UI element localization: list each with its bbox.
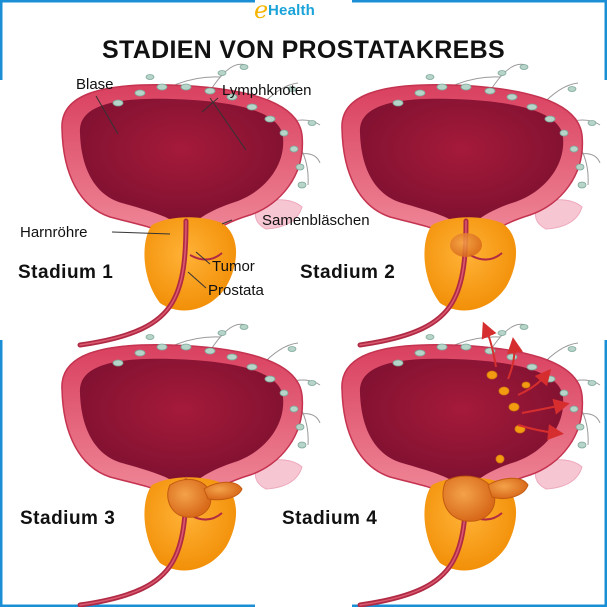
stage-2-tumor — [450, 233, 482, 257]
stage-2-illustration — [342, 64, 600, 345]
stage-4-tumor — [442, 475, 529, 522]
label-bladder: Blase — [76, 76, 114, 93]
label-urethra: Harnröhre — [20, 224, 88, 241]
stage-3-tumor — [167, 478, 243, 518]
logo-text: Health — [268, 2, 316, 19]
stage-4-label: Stadium 4 — [282, 508, 378, 529]
label-prostate: Prostata — [208, 282, 264, 299]
ehealth-logo: e Health — [254, 0, 316, 24]
logo-letter: e — [254, 0, 269, 24]
label-seminal-vesicle: Samenbläschen — [262, 212, 370, 229]
stage-1-illustration — [62, 64, 320, 345]
stage-3-label: Stadium 3 — [20, 508, 116, 529]
stage-4-illustration — [342, 321, 600, 605]
label-pointers — [95, 95, 247, 289]
label-tumor: Tumor — [212, 258, 255, 275]
stage-3-illustration — [62, 324, 320, 605]
label-lymph-nodes: Lymphknoten — [222, 82, 312, 99]
page-title: STADIEN VON PROSTATAKREBS — [102, 36, 505, 64]
stage-4-spread-arrows — [481, 321, 570, 441]
stage-1-label: Stadium 1 — [18, 262, 114, 283]
stage-2-label: Stadium 2 — [300, 262, 396, 283]
